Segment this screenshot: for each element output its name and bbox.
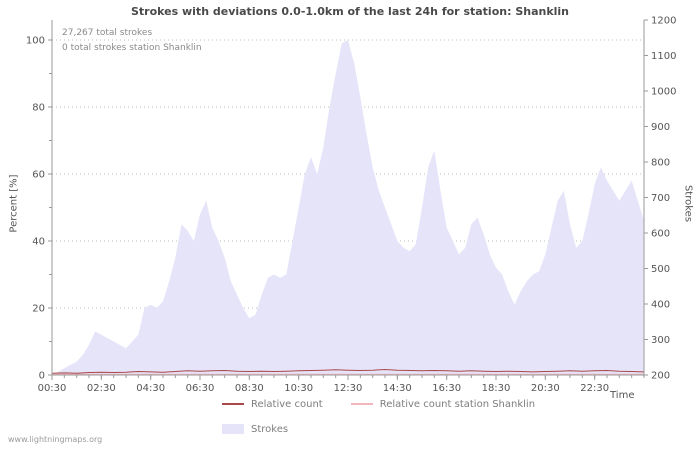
- svg-text:900: 900: [651, 122, 670, 133]
- svg-text:100: 100: [26, 36, 45, 47]
- svg-text:10:30: 10:30: [284, 383, 313, 394]
- total-strokes-annotation: 27,267 total strokes: [62, 28, 153, 38]
- svg-text:500: 500: [651, 264, 670, 275]
- legend-item-station: Relative count station Shanklin: [350, 398, 536, 410]
- svg-text:700: 700: [651, 193, 670, 204]
- svg-text:22:30: 22:30: [580, 383, 609, 394]
- legend: Relative count Relative count station Sh…: [222, 396, 535, 446]
- svg-text:08:30: 08:30: [235, 383, 264, 394]
- left-axis-title: Percent [%]: [8, 174, 20, 233]
- svg-text:300: 300: [651, 335, 670, 346]
- svg-text:1100: 1100: [651, 51, 676, 62]
- svg-text:14:30: 14:30: [383, 383, 412, 394]
- svg-text:00:30: 00:30: [38, 383, 67, 394]
- legend-swatch-relative-count: [222, 403, 244, 405]
- legend-row-area: Strokes: [222, 421, 535, 437]
- legend-label-relative-count: Relative count: [251, 398, 323, 410]
- svg-text:40: 40: [32, 237, 45, 248]
- legend-label-station: Relative count station Shanklin: [379, 398, 536, 410]
- svg-text:20:30: 20:30: [531, 383, 560, 394]
- svg-text:06:30: 06:30: [186, 383, 215, 394]
- svg-text:0: 0: [39, 371, 45, 382]
- station-total-annotation: 0 total strokes station Shanklin: [62, 43, 202, 53]
- svg-text:02:30: 02:30: [87, 383, 116, 394]
- legend-item-strokes: Strokes: [222, 424, 288, 435]
- right-axis-title: Strokes: [682, 184, 694, 223]
- svg-text:400: 400: [651, 300, 670, 311]
- legend-label-strokes: Strokes: [251, 423, 289, 435]
- svg-text:18:30: 18:30: [482, 383, 511, 394]
- legend-swatch-strokes: [222, 424, 244, 434]
- svg-text:80: 80: [32, 103, 45, 114]
- legend-item-relative-count: Relative count: [222, 399, 323, 410]
- svg-text:12:30: 12:30: [334, 383, 363, 394]
- svg-text:600: 600: [651, 229, 670, 240]
- legend-swatch-station: [350, 403, 373, 405]
- x-axis-title: Time: [610, 390, 635, 401]
- legend-row-lines: Relative count Relative count station Sh…: [222, 396, 535, 412]
- svg-text:800: 800: [651, 158, 670, 169]
- svg-text:20: 20: [32, 304, 45, 315]
- watermark: www.lightningmaps.org: [8, 435, 103, 444]
- svg-text:04:30: 04:30: [136, 383, 165, 394]
- svg-text:200: 200: [651, 371, 670, 382]
- chart-title: Strokes with deviations 0.0-1.0km of the…: [130, 5, 570, 18]
- svg-text:1200: 1200: [651, 16, 676, 27]
- svg-text:16:30: 16:30: [432, 383, 461, 394]
- svg-text:60: 60: [32, 170, 45, 181]
- svg-text:1000: 1000: [651, 87, 676, 98]
